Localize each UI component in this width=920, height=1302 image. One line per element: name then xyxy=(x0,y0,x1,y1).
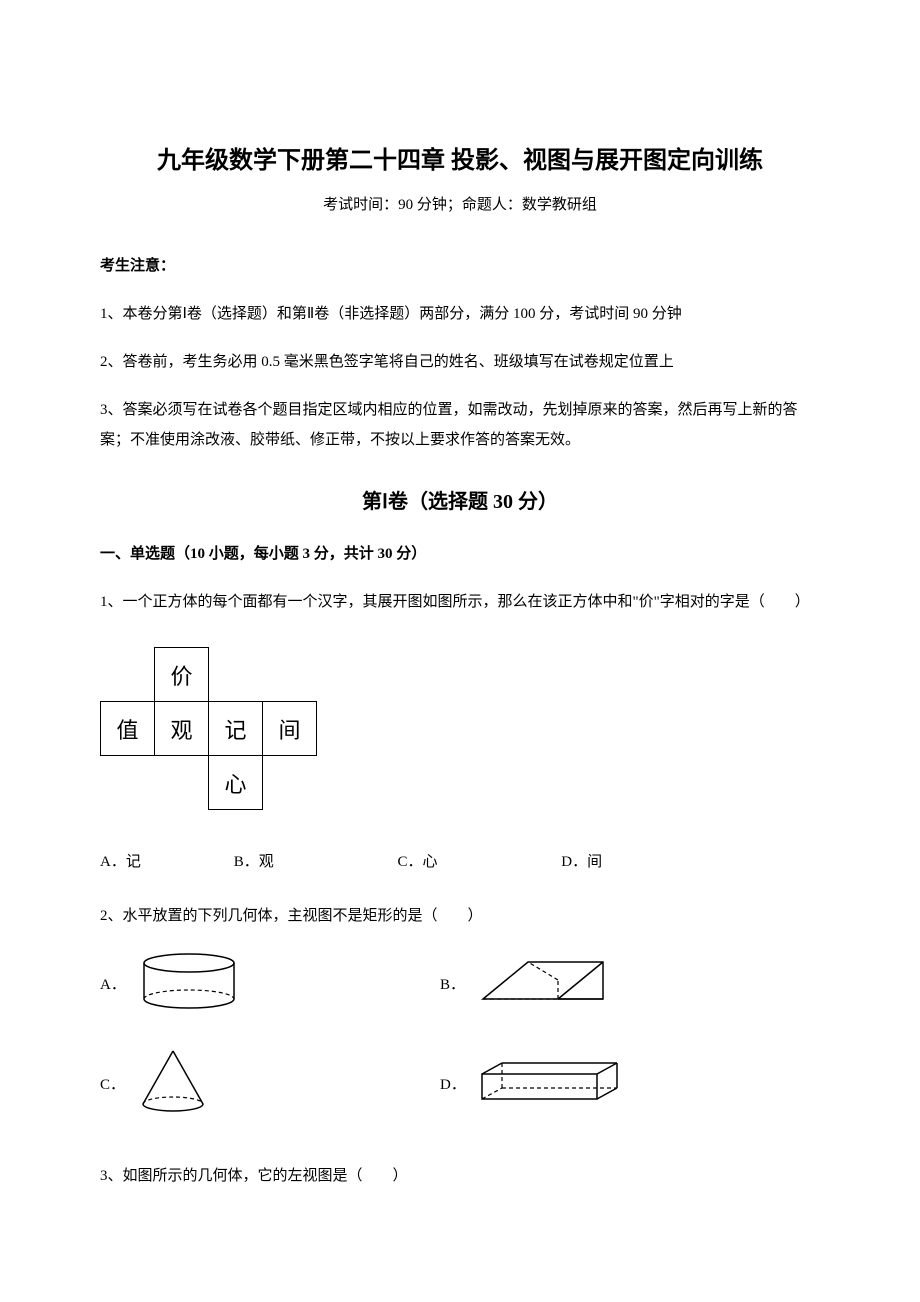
q1-options: A．记 B．观 C．心 D．间 xyxy=(100,850,820,871)
question-2-text: 2、水平放置的下列几何体，主视图不是矩形的是（ ） xyxy=(100,901,820,931)
net-cell: 记 xyxy=(209,702,263,756)
q2-label-b: B． xyxy=(440,973,465,994)
instruction-2: 2、答卷前，考生务必用 0.5 毫米黑色签字笔将自己的姓名、班级填写在试卷规定位… xyxy=(100,347,820,377)
cylinder-icon xyxy=(134,951,244,1016)
triangular-prism-icon xyxy=(473,954,613,1014)
question-3-text: 3、如图所示的几何体，它的左视图是（ ） xyxy=(100,1161,820,1191)
q2-shape-options: A． B． xyxy=(100,951,820,1121)
q2-label-c: C． xyxy=(100,1073,125,1094)
cuboid-icon xyxy=(474,1059,624,1109)
q1-option-a: A．记 xyxy=(100,850,230,871)
instruction-3: 3、答案必须写在试卷各个题目指定区域内相应的位置，如需改动，先划掉原来的答案，然… xyxy=(100,395,820,455)
q2-label-a: A． xyxy=(100,973,126,994)
q1-option-b: B．观 xyxy=(234,850,394,871)
net-cell: 价 xyxy=(155,648,209,702)
section-1-title: 第Ⅰ卷（选择题 30 分） xyxy=(100,485,820,514)
mcq-heading: 一、单选题（10 小题，每小题 3 分，共计 30 分） xyxy=(100,542,820,563)
q2-label-d: D． xyxy=(440,1073,466,1094)
cone-icon xyxy=(133,1046,213,1121)
exam-title: 九年级数学下册第二十四章 投影、视图与展开图定向训练 xyxy=(100,140,820,175)
net-cell: 心 xyxy=(209,756,263,810)
q1-option-c: C．心 xyxy=(398,850,558,871)
instruction-1: 1、本卷分第Ⅰ卷（选择题）和第Ⅱ卷（非选择题）两部分，满分 100 分，考试时间… xyxy=(100,299,820,329)
exam-subtitle: 考试时间：90 分钟；命题人：数学教研组 xyxy=(100,193,820,214)
q1-net-figure: 价 值 观 记 间 心 xyxy=(100,647,820,810)
net-cell: 观 xyxy=(155,702,209,756)
q1-option-d: D．间 xyxy=(561,850,691,871)
net-cell: 间 xyxy=(263,702,317,756)
notice-heading: 考生注意： xyxy=(100,254,820,275)
question-1-text: 1、一个正方体的每个面都有一个汉字，其展开图如图所示，那么在该正方体中和"价"字… xyxy=(100,587,820,617)
net-cell: 值 xyxy=(101,702,155,756)
